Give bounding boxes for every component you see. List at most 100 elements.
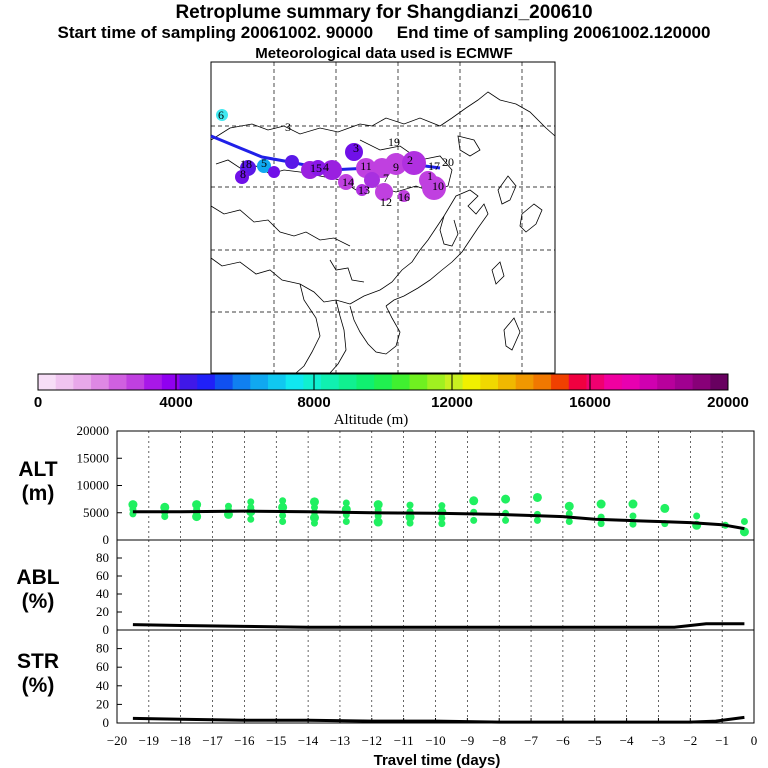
colorbar-swatch	[161, 374, 180, 390]
colorbar-swatch	[657, 374, 676, 390]
alt-point	[310, 519, 318, 527]
alt-point	[565, 517, 573, 525]
plume-cluster-marker	[402, 151, 426, 175]
map-graticule	[211, 62, 555, 373]
plume-cluster-marker	[422, 176, 446, 200]
colorbar-swatch	[568, 374, 587, 390]
alt-point	[309, 497, 319, 507]
alt-point	[247, 498, 255, 506]
plume-cluster-label: 20	[442, 155, 454, 169]
plume-cluster-marker	[375, 183, 393, 201]
str-ytick-label: 40	[96, 678, 109, 693]
colorbar-swatch	[55, 374, 74, 390]
alt-point	[438, 520, 446, 528]
colorbar-swatch	[285, 374, 304, 390]
sampling-time-subtitle: Start time of sampling 20061002. 90000 E…	[57, 23, 711, 42]
plume-cluster-marker	[285, 155, 299, 169]
colorbar-swatch	[374, 374, 393, 390]
str-ytick-label: 60	[96, 659, 109, 674]
colorbar-tick-label: 4000	[159, 394, 192, 411]
colorbar-swatch	[444, 374, 464, 390]
alt-point	[628, 499, 638, 509]
plume-cluster-marker	[356, 184, 368, 196]
colorbar-swatch	[409, 374, 428, 390]
x-tick-label: −7	[524, 733, 538, 748]
colorbar-swatch	[144, 374, 163, 390]
x-tick-label: −3	[652, 733, 666, 748]
str-series-line	[132, 715, 745, 724]
alt-point	[533, 516, 541, 524]
colorbar-swatch	[586, 374, 605, 390]
colorbar-label: Altitude (m)	[334, 412, 409, 428]
x-tick-label: −13	[330, 733, 350, 748]
plume-cluster-label: 14	[342, 175, 354, 189]
colorbar-swatch	[462, 374, 481, 390]
colorbar-swatch	[91, 374, 110, 390]
x-tick-label: −10	[425, 733, 445, 748]
x-tick-label: −18	[171, 733, 191, 748]
alt-point	[310, 503, 318, 511]
colorbar-tick-label: 12000	[431, 394, 473, 411]
alt-point	[629, 520, 637, 528]
plume-cluster-label: 3	[285, 120, 291, 134]
alt-point	[693, 512, 701, 520]
colorbar-swatch	[480, 374, 499, 390]
colorbar-swatch	[621, 374, 640, 390]
abl-series-line	[132, 622, 745, 629]
x-tick-label: −20	[107, 733, 127, 748]
alt-point	[161, 513, 169, 521]
colorbar-tick-label: 8000	[297, 394, 330, 411]
abl-ytick-label: 60	[96, 568, 109, 583]
alt-point	[660, 503, 670, 513]
plume-cluster-marker	[216, 109, 228, 121]
alt-point	[405, 512, 415, 522]
plume-cluster-marker	[338, 174, 354, 190]
plume-cluster-label: 10	[432, 179, 444, 193]
plume-cluster-label: 19	[388, 135, 400, 149]
plume-cluster-label: 9	[393, 160, 399, 174]
alt-point	[342, 517, 350, 525]
colorbar-swatch	[108, 374, 127, 390]
colorbar-swatch	[498, 374, 517, 390]
alt-point	[373, 517, 383, 527]
alt-point	[597, 520, 605, 528]
colorbar-tick-label: 16000	[569, 394, 611, 411]
alt-point	[629, 512, 637, 520]
x-tick-label: −15	[266, 733, 286, 748]
plume-cluster-marker	[310, 160, 326, 176]
alt-ytick-label: 5000	[83, 505, 109, 520]
altitude-colorbar: 0 4000 8000 12000 16000 20000	[34, 373, 749, 411]
colorbar-swatch	[321, 374, 340, 390]
alt-ytick-label: 10000	[77, 478, 110, 493]
colorbar-swatch	[391, 374, 410, 390]
x-tick-label: −5	[588, 733, 602, 748]
chart-title: Retroplume summary for Shangdianzi_20061…	[175, 2, 593, 23]
alt-series-line	[132, 509, 745, 531]
plume-cluster-label: 16	[398, 190, 410, 204]
colorbar-swatch	[126, 374, 145, 390]
alt-panel-label: ALT	[18, 458, 57, 481]
plume-cluster-marker	[385, 153, 407, 175]
colorbar-swatch	[250, 374, 269, 390]
alt-point	[278, 502, 288, 512]
met-data-subtitle: Meteorological data used is ECMWF	[255, 45, 513, 62]
str-ytick-label: 20	[96, 696, 109, 711]
x-tick-label: −16	[234, 733, 255, 748]
alt-point	[373, 500, 383, 510]
alt-point	[470, 516, 478, 524]
colorbar-swatch	[179, 374, 198, 390]
alt-point	[502, 516, 510, 524]
abl-ytick-label: 80	[96, 550, 109, 565]
alt-point	[501, 494, 511, 504]
colorbar-swatch	[515, 374, 534, 390]
str-panel-unit: (%)	[22, 674, 55, 697]
plume-cluster-marker	[322, 160, 342, 180]
colorbar-swatch	[338, 374, 357, 390]
plume-cluster-label: 2	[407, 153, 413, 167]
x-tick-label: −4	[620, 733, 634, 748]
x-tick-label: −14	[298, 733, 319, 748]
abl-ytick-label: 20	[96, 604, 109, 619]
plume-cluster-label: 12	[380, 195, 392, 209]
plume-cluster-marker	[364, 172, 380, 188]
colorbar-swatch	[692, 374, 711, 390]
